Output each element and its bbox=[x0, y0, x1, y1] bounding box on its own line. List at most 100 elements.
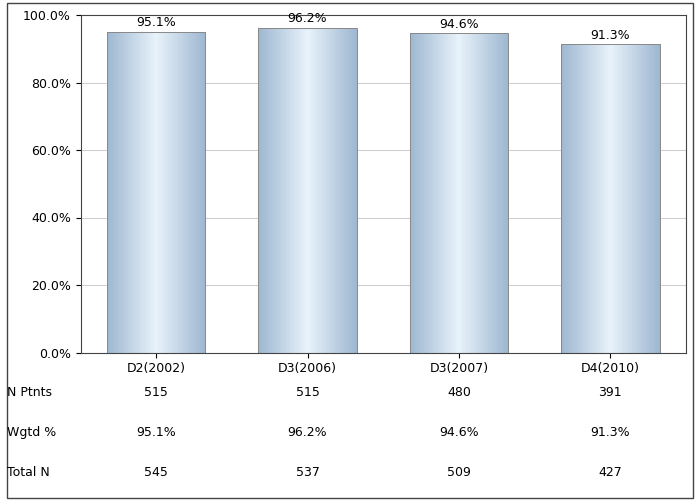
Bar bbox=[120, 32, 121, 352]
Bar bbox=[355, 28, 356, 352]
Text: 427: 427 bbox=[598, 466, 622, 479]
Bar bbox=[442, 33, 443, 352]
Bar bbox=[592, 44, 593, 352]
Bar bbox=[576, 44, 577, 352]
Bar bbox=[174, 32, 175, 352]
Bar bbox=[291, 28, 293, 352]
Bar bbox=[345, 28, 346, 352]
Bar bbox=[467, 33, 468, 352]
Bar bbox=[282, 28, 284, 352]
Bar bbox=[497, 33, 498, 352]
Bar bbox=[438, 33, 439, 352]
Bar bbox=[615, 44, 617, 352]
Bar bbox=[166, 32, 167, 352]
Bar bbox=[273, 28, 274, 352]
Bar bbox=[573, 44, 575, 352]
Bar bbox=[125, 32, 126, 352]
Bar bbox=[314, 28, 315, 352]
Bar bbox=[566, 44, 567, 352]
Bar bbox=[203, 32, 204, 352]
Bar bbox=[609, 44, 610, 352]
Bar bbox=[650, 44, 651, 352]
Bar bbox=[629, 44, 630, 352]
Bar bbox=[193, 32, 194, 352]
Bar bbox=[164, 32, 165, 352]
Bar bbox=[344, 28, 346, 352]
Bar bbox=[619, 44, 620, 352]
Bar bbox=[287, 28, 288, 352]
Bar bbox=[328, 28, 329, 352]
Bar bbox=[479, 33, 480, 352]
Bar bbox=[315, 28, 316, 352]
Bar bbox=[334, 28, 335, 352]
Bar bbox=[297, 28, 298, 352]
Bar bbox=[480, 33, 481, 352]
Bar bbox=[295, 28, 296, 352]
Bar bbox=[434, 33, 435, 352]
Bar bbox=[423, 33, 424, 352]
Bar bbox=[564, 44, 565, 352]
Text: 515: 515 bbox=[144, 386, 168, 399]
Bar bbox=[179, 32, 181, 352]
Bar bbox=[153, 32, 154, 352]
Bar bbox=[451, 33, 452, 352]
Bar bbox=[646, 44, 648, 352]
Bar bbox=[621, 44, 622, 352]
Bar bbox=[657, 44, 658, 352]
Bar bbox=[411, 33, 412, 352]
Bar bbox=[274, 28, 275, 352]
Bar bbox=[132, 32, 133, 352]
Bar bbox=[349, 28, 351, 352]
Bar bbox=[129, 32, 130, 352]
Bar bbox=[562, 44, 563, 352]
Bar bbox=[329, 28, 330, 352]
Text: 91.3%: 91.3% bbox=[591, 426, 630, 439]
Bar bbox=[645, 44, 647, 352]
Bar bbox=[111, 32, 112, 352]
Bar bbox=[338, 28, 339, 352]
Bar bbox=[119, 32, 120, 352]
Bar bbox=[158, 32, 159, 352]
Bar bbox=[260, 28, 261, 352]
Bar bbox=[592, 44, 594, 352]
Bar bbox=[349, 28, 350, 352]
Bar bbox=[582, 44, 584, 352]
Bar bbox=[626, 44, 627, 352]
Bar bbox=[648, 44, 649, 352]
Bar bbox=[468, 33, 469, 352]
Bar bbox=[633, 44, 634, 352]
Bar bbox=[650, 44, 652, 352]
Bar bbox=[652, 44, 653, 352]
Bar bbox=[630, 44, 631, 352]
Bar bbox=[561, 44, 562, 352]
Bar bbox=[445, 33, 446, 352]
Bar bbox=[569, 44, 570, 352]
Bar bbox=[627, 44, 629, 352]
Bar bbox=[594, 44, 595, 352]
Bar bbox=[424, 33, 426, 352]
Bar bbox=[453, 33, 454, 352]
Bar bbox=[300, 28, 301, 352]
Bar bbox=[161, 32, 162, 352]
Bar bbox=[204, 32, 206, 352]
Bar bbox=[181, 32, 182, 352]
Bar bbox=[577, 44, 578, 352]
Bar bbox=[573, 44, 574, 352]
Bar bbox=[651, 44, 652, 352]
Bar bbox=[640, 44, 642, 352]
Bar bbox=[348, 28, 349, 352]
Bar bbox=[133, 32, 134, 352]
Bar bbox=[298, 28, 300, 352]
Bar bbox=[326, 28, 327, 352]
Bar bbox=[180, 32, 181, 352]
Bar bbox=[336, 28, 337, 352]
Bar bbox=[636, 44, 637, 352]
Bar bbox=[195, 32, 196, 352]
Bar bbox=[588, 44, 589, 352]
Bar bbox=[176, 32, 177, 352]
Bar bbox=[347, 28, 348, 352]
Bar bbox=[302, 28, 303, 352]
Bar bbox=[169, 32, 170, 352]
Bar bbox=[162, 32, 164, 352]
Bar bbox=[598, 44, 599, 352]
